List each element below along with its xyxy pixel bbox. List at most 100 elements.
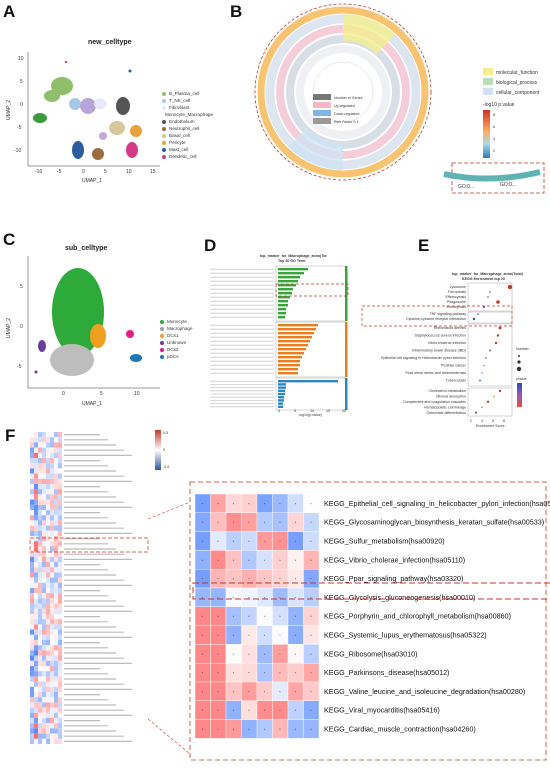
significance-star: * <box>217 672 219 676</box>
heatmap-cell <box>42 598 46 604</box>
heatmap-cell <box>50 525 54 531</box>
heatmap-cell <box>46 515 50 521</box>
heatmap-cell <box>50 577 54 583</box>
heatmap-cell <box>58 515 62 521</box>
heatmap-cell <box>38 494 42 500</box>
kegg-pvalue-colorbar <box>517 383 522 407</box>
heatmap-cell <box>54 463 58 469</box>
heatmap-cell <box>50 567 54 573</box>
kegg-term-label: Cholesterol metabolism <box>428 389 466 393</box>
kegg-term-label: KEGG_Systemic_lupus_erythematosus(hsa053… <box>324 631 487 640</box>
heatmap-cell <box>38 525 42 531</box>
heatmap-cell <box>42 588 46 594</box>
significance-star: * <box>248 672 250 676</box>
heatmap-cell <box>38 458 42 464</box>
heatmap-cell <box>46 530 50 536</box>
heatmap-cell <box>30 536 34 542</box>
kegg-xtick: 4 <box>481 419 483 423</box>
heatmap-cell <box>38 671 42 677</box>
significance-star: * <box>248 502 250 506</box>
heatmap-cell <box>50 520 54 526</box>
kegg-term-label: KEGG_Ribosome(hsa03010) <box>324 649 418 658</box>
heatmap-cell <box>54 536 58 542</box>
pvalue-tick: 2 <box>493 149 495 153</box>
go-bar-xtick: 5 <box>294 409 296 413</box>
heatmap-cell <box>46 676 50 682</box>
panel-c: C sub_celltype 5 0 -5 0 5 10 UMAP_1 UMAP… <box>0 228 200 418</box>
heatmap-cell <box>54 582 58 588</box>
heatmap-cell <box>46 660 50 666</box>
legend-swatch <box>160 333 164 338</box>
heatmap-cell <box>42 619 46 625</box>
significance-star: * <box>217 615 219 619</box>
go-bar-subtitle: Top 30 GO Term <box>278 259 305 263</box>
legend-item: Monocyte <box>160 318 200 325</box>
heatmap-cell <box>30 562 34 568</box>
go-bar-title: top_marker_for_Macrophage_anno(Tot <box>260 254 327 258</box>
heatmap-cell <box>58 452 62 458</box>
kegg-dot <box>496 300 500 304</box>
significance-star: * <box>248 559 250 563</box>
legend-label: Monocyte_Macrophage <box>165 112 214 117</box>
ytick-c: 0 <box>20 324 23 330</box>
legend-item: Monocyte_Macrophage <box>162 111 213 118</box>
heatmap-cell <box>42 551 46 557</box>
go-bar <box>278 300 288 303</box>
heatmap-cell <box>34 733 38 739</box>
legend-label: Dendritic_cell <box>169 154 197 159</box>
heatmap-cell <box>30 442 34 448</box>
heatmap-cell <box>42 536 46 542</box>
significance-star: * <box>202 709 204 713</box>
kegg-dot <box>487 296 489 298</box>
heatmap-cell <box>54 593 58 599</box>
go-bars: 0 5 10 15 20 <box>210 268 346 413</box>
umap-c-clusters <box>34 268 142 376</box>
umap-c-ylabel: UMAP_2 <box>6 318 12 338</box>
heatmap-cell <box>58 551 62 557</box>
go-bar <box>278 272 304 275</box>
significance-star: * <box>202 653 204 657</box>
heatmap-cell <box>54 624 58 630</box>
heatmap-cell <box>50 593 54 599</box>
legend-item: DCs1 <box>160 332 200 339</box>
heatmap-cell <box>54 478 58 484</box>
heatmap-cell <box>34 629 38 635</box>
heatmap-cell <box>42 660 46 666</box>
heatmap-cell <box>50 499 54 505</box>
heatmap-cell <box>34 499 38 505</box>
heatmap-cell <box>42 577 46 583</box>
heatmap-cell <box>54 728 58 734</box>
heatmap-cell <box>50 510 54 516</box>
heatmap-cell <box>46 686 50 692</box>
heatmap-cell <box>38 447 42 453</box>
heatmap-cell <box>46 452 50 458</box>
legend-swatch <box>160 319 164 324</box>
heatmap-cell <box>30 686 34 692</box>
heatmap-cell <box>54 504 58 510</box>
significance-star: * <box>310 559 312 563</box>
legend-label: Monocyte <box>167 319 187 324</box>
heatmap-cell <box>30 447 34 453</box>
heatmap-cell <box>38 624 42 630</box>
go-bar <box>278 308 286 311</box>
kegg-dot-title: top_marker_for_Macrophage_anno(Total) <box>452 272 524 276</box>
heatmap-cell <box>46 478 50 484</box>
heatmap-cell <box>34 681 38 687</box>
heatmap-cell <box>46 608 50 614</box>
heatmap-cell <box>34 447 38 453</box>
heatmap-cell <box>54 660 58 666</box>
heatmap-cell <box>54 515 58 521</box>
kegg-dot <box>481 372 483 374</box>
kegg-term-label: Complement and coagulation cascades <box>403 400 466 404</box>
heatmap-cell <box>38 697 42 703</box>
heatmap-cell <box>42 634 46 640</box>
ytick-c: -5 <box>17 364 22 370</box>
heatmap-cell <box>30 478 34 484</box>
heatmap-cell <box>58 442 62 448</box>
heatmap-cell <box>42 452 46 458</box>
heatmap-cell <box>30 738 34 744</box>
heatmap-cell <box>42 629 46 635</box>
kegg-dot <box>479 379 481 382</box>
significance-star: * <box>295 690 297 694</box>
heatmap-cell <box>42 608 46 614</box>
